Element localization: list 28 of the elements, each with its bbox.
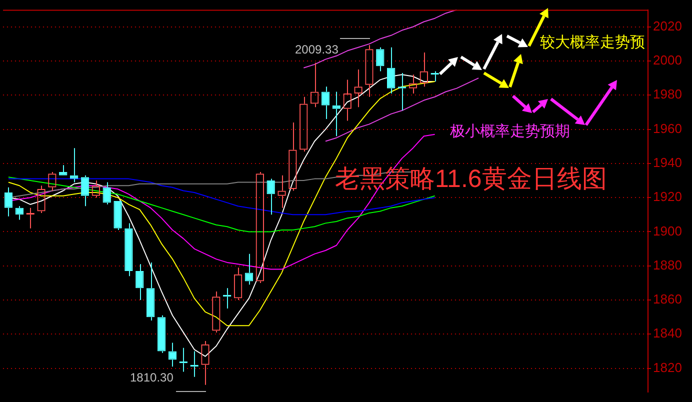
y-tick-label: 1860: [653, 292, 682, 307]
annotation: 1810.30: [130, 370, 174, 384]
y-tick-label: 1820: [653, 360, 682, 375]
candlestick: [4, 186, 13, 217]
candlestick: [124, 222, 133, 277]
candlestick: [80, 174, 90, 207]
annotation: 2009.33: [295, 42, 339, 56]
candlestick: [136, 264, 144, 301]
y-tick-label: 1880: [653, 257, 682, 272]
y-tick-label: 1960: [653, 120, 682, 136]
candlestick: [376, 46, 384, 72]
y-tick-label: 2020: [653, 18, 682, 34]
candlestick: [102, 182, 111, 205]
y-tick-label: 1900: [653, 223, 682, 238]
candlestick: [146, 262, 155, 321]
text: 老黑策略11.6黄金日线图: [335, 164, 607, 193]
candlestick: [59, 164, 68, 176]
y-tick-label: 1940: [653, 155, 682, 170]
annotation: 极小概率走势预期: [449, 123, 570, 140]
candlestick: [70, 148, 78, 183]
y-tick-label: 1840: [653, 326, 682, 341]
candlestick: [332, 91, 341, 137]
candlestick: [386, 46, 396, 94]
annotation: 较大概率走势预: [540, 34, 645, 52]
y-tick-label: 1980: [653, 86, 682, 102]
y-tick-label: 1920: [653, 189, 682, 204]
candlestick: [157, 314, 166, 354]
y-tick-label: 2000: [653, 52, 682, 68]
